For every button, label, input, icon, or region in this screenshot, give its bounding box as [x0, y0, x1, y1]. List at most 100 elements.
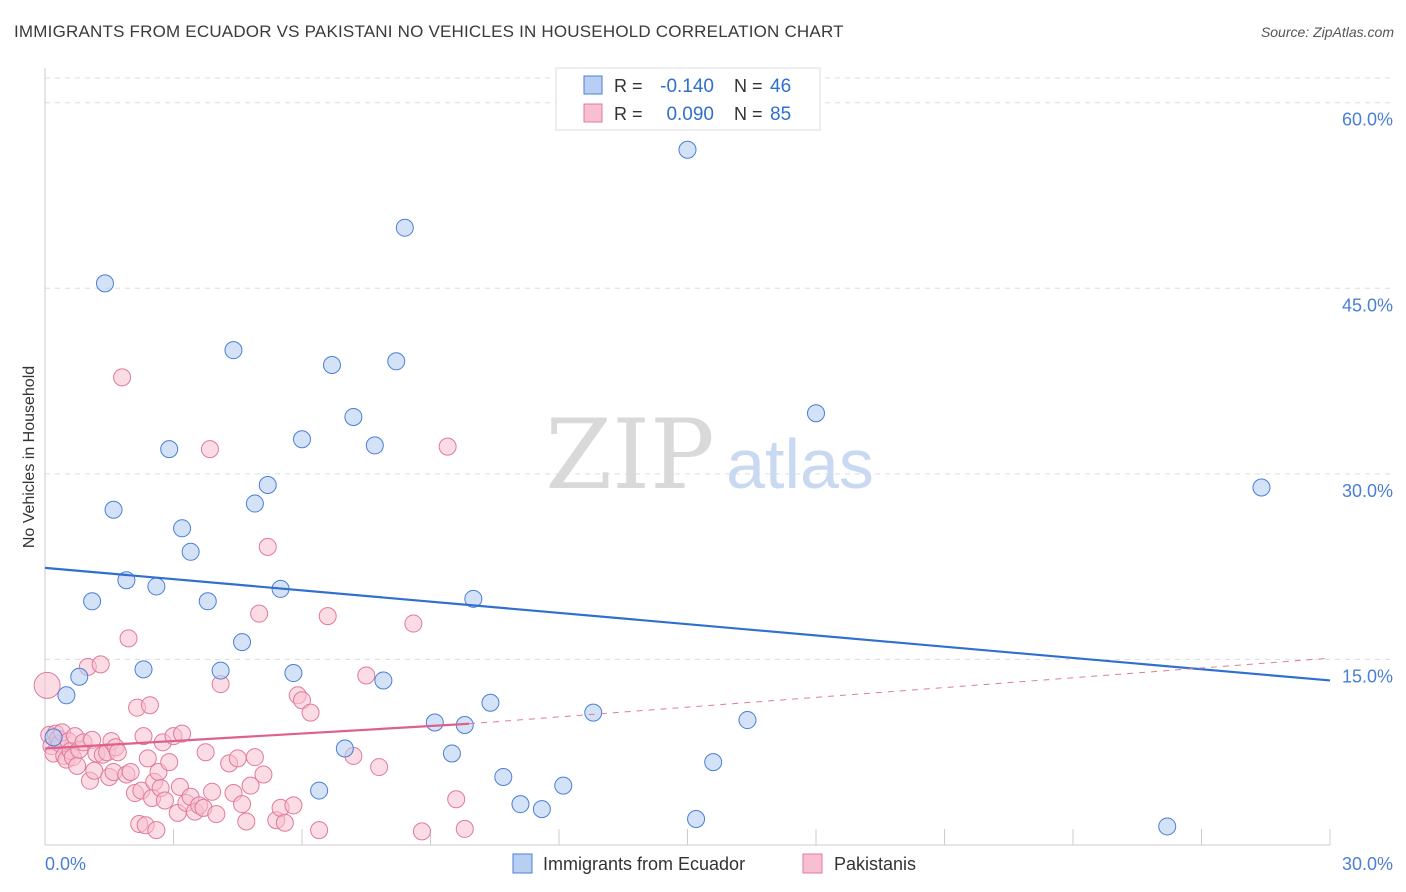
series-legend-blue-label: Immigrants from Ecuador	[543, 854, 745, 874]
ecuador-point	[1252, 478, 1271, 497]
ecuador-point	[335, 739, 354, 758]
ecuador-point	[425, 713, 444, 732]
pakistanis-point	[119, 629, 138, 648]
ecuador-point	[678, 140, 697, 159]
pakistanis-point	[160, 753, 179, 772]
ecuador-point	[224, 341, 243, 360]
ecuador-point	[807, 404, 825, 423]
ecuador-trend-line	[44, 566, 1331, 682]
pakistanis-point	[108, 743, 127, 762]
ecuador-point	[70, 667, 89, 686]
pakistanis-point	[228, 749, 247, 768]
stats-row2-r-value: 0.090	[666, 104, 714, 125]
y-tick-label: 30.0%	[1342, 481, 1393, 501]
ecuador-point	[245, 494, 264, 513]
axes: 15.0% 30.0% 45.0% 60.0% 0.0% 30.0%	[44, 68, 1393, 874]
pakistanis-point	[134, 727, 153, 746]
ecuador-point	[310, 781, 329, 800]
stats-row2-n-label: N =	[734, 104, 763, 124]
ecuador-point	[374, 671, 393, 690]
ecuador-point	[442, 744, 461, 763]
ecuador-point	[95, 274, 114, 293]
pakistanis-point	[68, 756, 87, 775]
pakistanis-point	[258, 537, 277, 556]
series-legend-pink-label: Pakistanis	[834, 854, 916, 874]
ecuador-point	[704, 753, 723, 772]
pakistanis-point	[147, 821, 166, 840]
pakistanis-point	[155, 791, 174, 810]
ecuador-point	[160, 440, 179, 459]
ecuador-point	[395, 218, 414, 237]
y-tick-label: 15.0%	[1342, 666, 1393, 686]
watermark-atlas: atlas	[726, 425, 874, 503]
ecuador-point	[387, 352, 406, 371]
pakistanis-point	[241, 776, 260, 795]
pakistanis-point	[284, 796, 303, 815]
pakistanis-point	[203, 782, 222, 801]
x-tick-label-min: 0.0%	[45, 854, 86, 874]
watermark-zip: ZIP	[545, 399, 714, 511]
stats-row2-r-label: R =	[614, 104, 643, 124]
ecuador-point	[1158, 817, 1177, 836]
pakistanis-point	[310, 821, 329, 840]
ecuador-point	[494, 767, 513, 786]
pakistanis-point	[370, 758, 389, 777]
pakistanis-point	[438, 437, 457, 456]
stats-legend-pink-swatch	[583, 103, 603, 123]
pakistanis-point	[138, 749, 157, 768]
grid-lines	[45, 77, 1395, 660]
pakistanis-point	[121, 763, 140, 782]
series-legend-pink-swatch	[802, 853, 823, 874]
pakistanis-point	[245, 748, 264, 767]
ecuador-point	[104, 500, 123, 519]
pakistanis-point	[404, 614, 423, 633]
stats-legend-blue-swatch	[583, 75, 603, 95]
ecuador-point	[173, 519, 192, 538]
trend-lines	[44, 566, 1331, 750]
ecuador-point	[198, 592, 217, 611]
ecuador-point	[738, 711, 757, 730]
ecuador-point	[134, 660, 153, 679]
pakistanis-point	[250, 604, 269, 623]
pakistanis-point	[318, 607, 337, 626]
stats-row1-r-value: -0.140	[660, 76, 714, 97]
stats-row2-n-value: 85	[770, 104, 791, 125]
pakistanis-point	[207, 805, 226, 824]
pakistanis-point	[173, 724, 192, 743]
series-legend: Immigrants from Ecuador Pakistanis	[512, 853, 916, 874]
pakistanis-point	[357, 666, 376, 685]
ecuador-point	[481, 693, 500, 712]
pakistanis-points	[33, 368, 474, 841]
ecuador-point	[584, 703, 603, 722]
ecuador-point	[344, 407, 363, 426]
pakistanis-point	[233, 795, 252, 814]
y-tick-label: 60.0%	[1342, 110, 1393, 130]
ecuador-point	[365, 436, 384, 455]
pakistanis-point	[301, 703, 320, 722]
series-legend-blue-swatch	[512, 853, 533, 874]
source-label: Source: ZipAtlas.com	[1260, 24, 1394, 40]
y-tick-label: 45.0%	[1342, 295, 1393, 315]
pakistanis-point	[412, 822, 431, 841]
ecuador-point	[532, 800, 551, 819]
pakistanis-point	[455, 819, 474, 838]
ecuador-point	[211, 661, 230, 680]
pakistanis-point	[113, 368, 132, 387]
ecuador-point	[233, 633, 252, 652]
x-tick-label-max: 30.0%	[1342, 854, 1393, 874]
ecuador-point	[554, 776, 573, 795]
pakistanis-point	[237, 812, 256, 831]
pakistanis-point	[196, 743, 215, 762]
ecuador-point	[293, 430, 311, 449]
stats-row1-r-label: R =	[614, 76, 643, 96]
pakistanis-point	[293, 691, 311, 710]
stats-row1-n-label: N =	[734, 76, 763, 96]
pakistanis-point	[91, 655, 110, 674]
ecuador-point	[258, 476, 277, 495]
ecuador-point	[511, 795, 530, 814]
ecuador-point	[284, 664, 303, 683]
stats-row1-n-value: 46	[770, 76, 791, 97]
pakistanis-trend-line	[44, 722, 470, 750]
ecuador-point	[147, 577, 166, 596]
